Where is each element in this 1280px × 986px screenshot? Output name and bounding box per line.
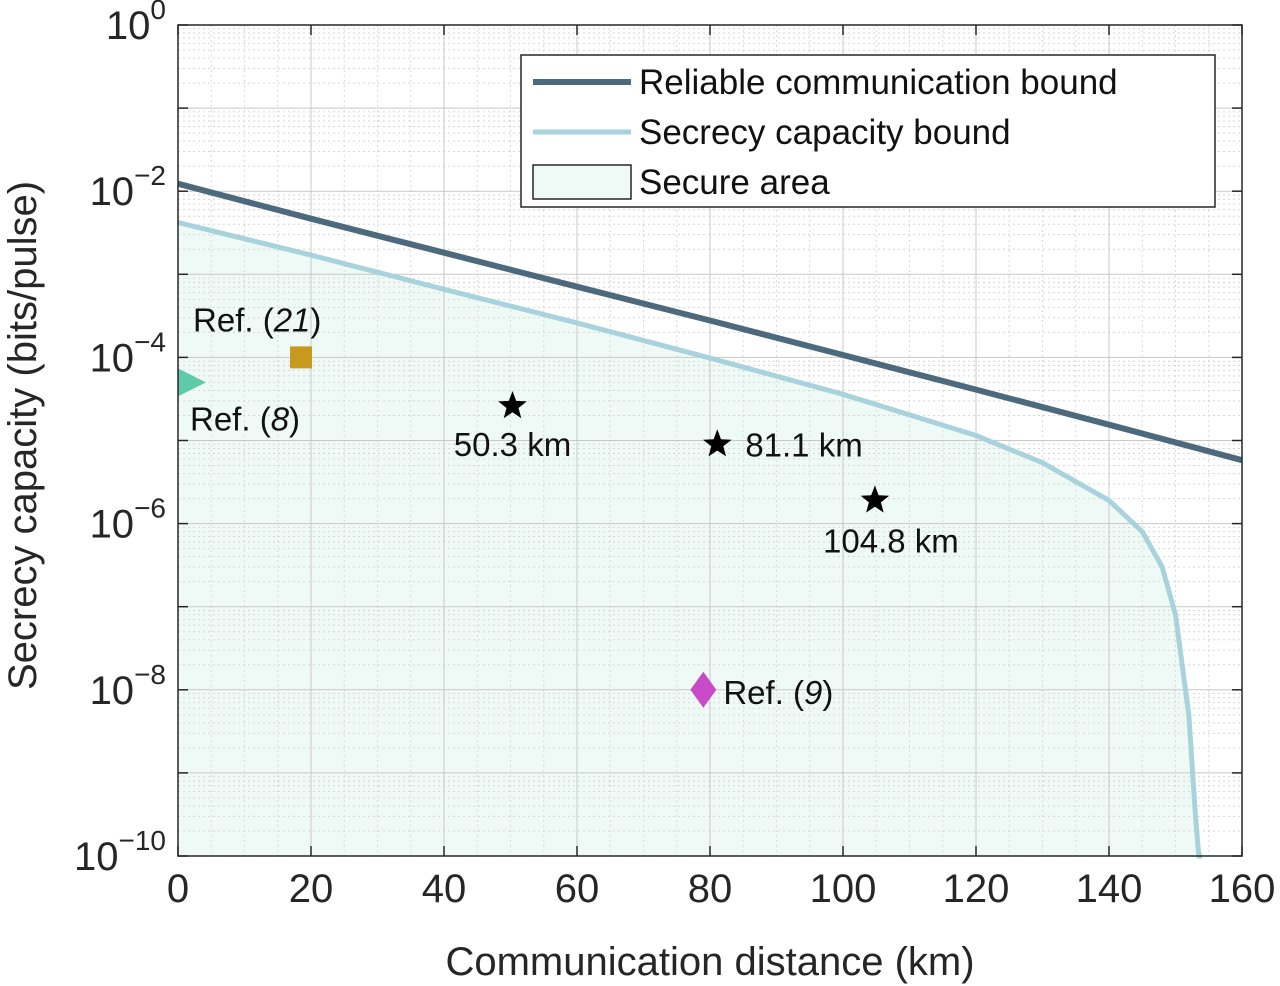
point-label: 104.8 km	[823, 522, 959, 559]
diamond-marker	[690, 671, 717, 708]
x-tick-label: 40	[422, 867, 467, 911]
triangle-marker	[178, 368, 206, 397]
y-tick-label: 10−4	[90, 326, 166, 380]
reliable-bound-line	[177, 180, 1243, 464]
y-axis-title: Secrecy capacity (bits/pulse)	[1, 181, 45, 690]
x-tick-label: 0	[167, 867, 189, 911]
y-tick-label: 100	[106, 0, 166, 48]
legend: Reliable communication bound Secrecy capa…	[520, 54, 1216, 208]
x-tick-label: 160	[1209, 867, 1276, 911]
secrecy-bound-line	[177, 220, 1203, 859]
x-tick-label: 140	[1076, 867, 1143, 911]
point-label: Ref. (21)	[193, 301, 321, 338]
x-tick-label: 120	[943, 867, 1010, 911]
star-marker	[498, 391, 527, 419]
point-label: 50.3 km	[454, 426, 571, 463]
tick-labels-layer: 0 20 40 60 80 100 120 140 160 10−10 10−8 10−6 10−4 10…	[74, 0, 1275, 911]
y-tick-label: 10−2	[90, 160, 166, 214]
y-tick-label: 10−8	[90, 659, 166, 713]
legend-label: Secrecy capacity bound	[639, 113, 1011, 152]
x-tick-label: 80	[688, 867, 733, 911]
y-tick-label: 10−6	[90, 493, 166, 547]
square-marker	[290, 346, 313, 369]
x-tick-label: 60	[555, 867, 600, 911]
series-layer	[177, 180, 1243, 859]
point-label: Ref. (9)	[723, 674, 833, 711]
legend-label: Secure area	[639, 163, 830, 202]
point-label: Ref. (8)	[190, 400, 300, 437]
star-marker	[860, 485, 890, 513]
star-marker	[703, 429, 732, 457]
x-tick-label: 20	[289, 867, 334, 911]
legend-label: Reliable communication bound	[639, 63, 1118, 102]
x-tick-label: 100	[810, 867, 877, 911]
axes-layer	[177, 24, 1243, 857]
y-tick-label: 10−10	[74, 825, 166, 879]
x-axis-title: Communication distance (km)	[445, 940, 974, 984]
legend-area-swatch	[532, 164, 632, 200]
points-layer: Ref. (8) Ref. (21) 50.3 km 81.1 km 104.8 km R…	[178, 301, 959, 711]
point-label: 81.1 km	[745, 426, 862, 463]
legend-box	[520, 54, 1216, 208]
